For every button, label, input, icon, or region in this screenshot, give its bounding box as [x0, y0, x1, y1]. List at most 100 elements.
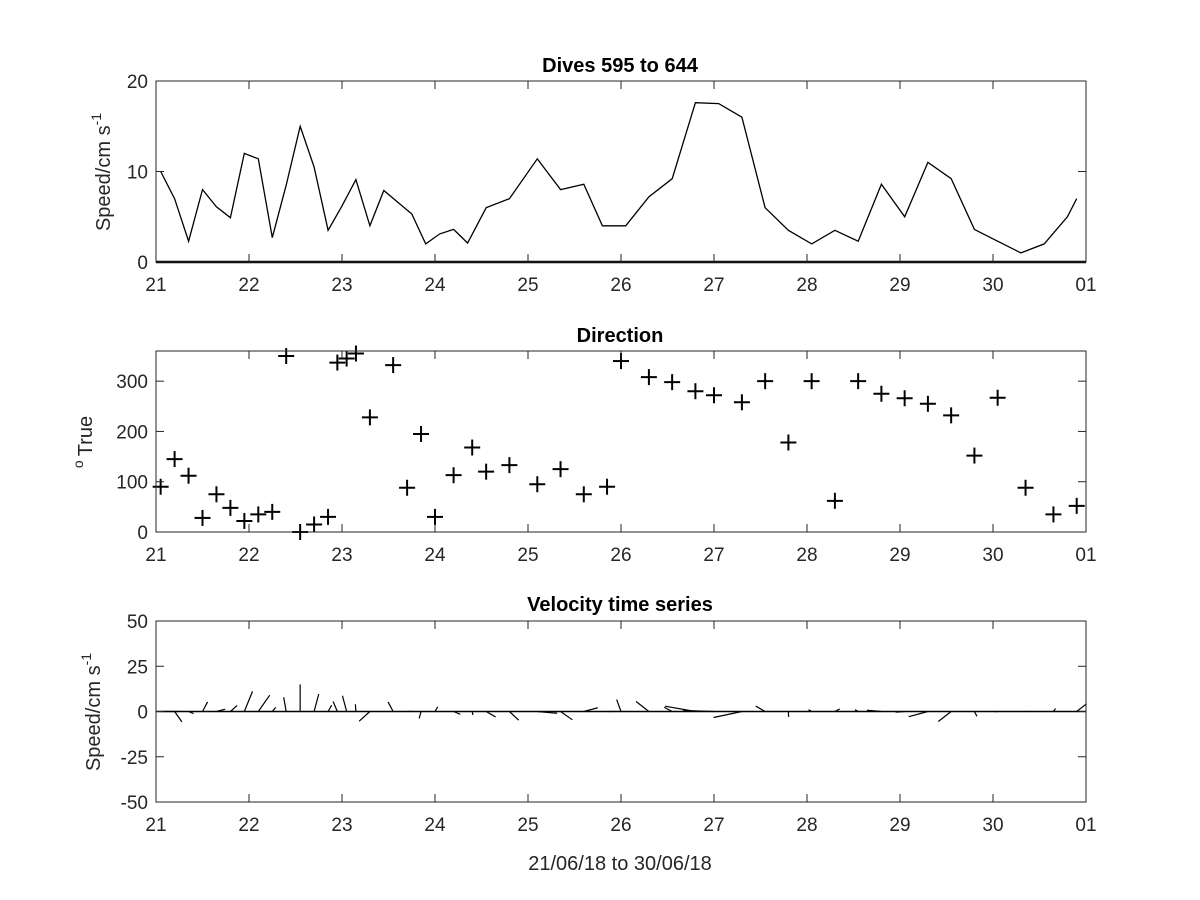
velocity-panel-y-tick-label: -50 [121, 793, 148, 814]
direction-panel-plus-marker [361, 409, 378, 426]
direction-panel-plus-marker [264, 503, 281, 520]
velocity-panel-velocity-stick [683, 709, 715, 713]
velocity-panel-velocity-stick [937, 711, 952, 723]
velocity-panel-velocity-stick [358, 711, 371, 722]
velocity-panel-velocity-stick [908, 710, 929, 718]
velocity-panel-velocity-stick [434, 706, 439, 712]
velocity-panel-velocity-stick [229, 704, 238, 712]
speed-panel-x-tick-label: 24 [424, 275, 446, 296]
direction-panel-x-tick-label: 27 [703, 545, 724, 566]
direction-panel-plus-marker [575, 486, 592, 503]
speed-panel-y-tick-label: 0 [137, 253, 148, 274]
velocity-panel-title: Velocity time series [527, 594, 713, 616]
velocity-panel-velocity-stick [341, 695, 348, 712]
velocity-panel-velocity-stick [583, 707, 598, 713]
direction-panel-y-tick-label: 200 [116, 422, 148, 443]
direction-panel-marks [152, 345, 1085, 540]
velocity-panel-axes: 21 22 23 24 25 26 27 28 29 30 01 -50 -25 0 25 50 [121, 612, 1097, 836]
direction-panel-plus-marker [413, 425, 430, 442]
velocity-panel-velocity-stick [243, 691, 254, 712]
velocity-panel-velocity-stick [332, 701, 338, 712]
speed-panel-y-tick-label: 10 [127, 163, 148, 184]
velocity-panel-x-tick-label: 25 [517, 815, 538, 836]
velocity-panel-velocity-stick [973, 711, 978, 717]
direction-panel-plus-marker [222, 499, 239, 516]
velocity-panel-x-tick-label: 30 [982, 815, 1003, 836]
velocity-panel-x-tick-label: 23 [331, 815, 352, 836]
speed-panel-x-tick-label: 27 [703, 275, 724, 296]
direction-panel-plus-marker [687, 383, 704, 400]
speed-panel-x-tick-label: 22 [238, 275, 259, 296]
direction-panel-plus-marker [599, 478, 616, 495]
speed-panel-x-tick-label: 28 [796, 275, 817, 296]
speed-panel: Dives 595 to 644 Speed/cm s-1 21 22 23 24 25… [88, 55, 1097, 296]
velocity-panel-velocity-stick [471, 711, 474, 716]
direction-panel-x-tick-label: 28 [796, 545, 817, 566]
velocity-panel-velocity-stick [560, 711, 573, 721]
direction-panel-plus-marker [478, 463, 495, 480]
velocity-panel-velocity-stick [485, 710, 496, 718]
direction-panel-plus-marker [236, 512, 253, 529]
velocity-panel-velocity-stick [418, 711, 422, 719]
velocity-panel-x-tick-label: 29 [889, 815, 910, 836]
x-axis-label: 21/06/18 to 30/06/18 [528, 853, 712, 875]
direction-panel-plus-marker [464, 439, 481, 456]
velocity-panel-velocity-stick [663, 706, 673, 713]
direction-panel-plus-marker [733, 394, 750, 411]
direction-panel-y-tick-label: 100 [116, 473, 148, 494]
velocity-panel-velocity-stick [387, 701, 394, 712]
velocity-panel-velocity-stick [1076, 703, 1088, 712]
direction-panel-x-tick-label: 25 [517, 545, 538, 566]
speed-panel-x-tick-label: 26 [610, 275, 631, 296]
velocity-panel-velocity-stick [616, 699, 622, 712]
direction-panel-plus-marker [180, 467, 197, 484]
direction-panel-plus-marker [385, 357, 402, 374]
velocity-panel-x-tick-label: 22 [238, 815, 259, 836]
speed-panel-x-tick-label: 25 [517, 275, 538, 296]
direction-panel-plus-marker [640, 369, 657, 386]
direction-panel-plus-marker [208, 486, 225, 503]
direction-panel-x-tick-label: 23 [331, 545, 352, 566]
direction-panel-plus-marker [427, 508, 443, 525]
velocity-panel-velocity-stick [174, 711, 183, 723]
velocity-panel-velocity-stick [271, 706, 277, 712]
velocity-panel-velocity-stick [216, 708, 226, 713]
velocity-panel-velocity-stick [188, 710, 194, 715]
velocity-panel-velocity-stick [866, 709, 882, 713]
direction-panel-title: Direction [577, 325, 664, 347]
speed-panel-ylabel: Speed/cm s-1 [88, 113, 115, 231]
velocity-panel-marks [156, 684, 1088, 723]
speed-panel-x-tick-label: 23 [331, 275, 352, 296]
direction-panel-plus-marker [664, 374, 681, 391]
speed-panel-y-tick-label: 20 [127, 72, 148, 93]
direction-panel-plus-marker [501, 457, 518, 474]
direction-panel-plus-marker [966, 447, 983, 464]
direction-panel-x-tick-label: 24 [424, 545, 446, 566]
direction-panel-plus-marker [757, 373, 774, 390]
direction-panel-plus-marker [166, 451, 183, 468]
direction-panel-plus-marker [347, 345, 364, 362]
direction-panel-plus-marker [826, 492, 843, 509]
direction-panel-x-tick-label: 30 [982, 545, 1003, 566]
direction-panel-plus-marker [445, 467, 462, 484]
velocity-panel-velocity-stick [354, 704, 357, 712]
velocity-panel-velocity-stick [257, 694, 271, 712]
direction-panel-plus-marker [329, 354, 346, 371]
velocity-panel-velocity-stick [537, 710, 558, 714]
speed-panel-x-tick-label: 29 [889, 275, 910, 296]
direction-panel-plus-marker [552, 461, 569, 478]
direction-panel-x-tick-label: 21 [145, 545, 166, 566]
velocity-panel-ylabel: Speed/cm s-1 [78, 653, 105, 771]
velocity-panel-y-tick-label: 25 [127, 657, 148, 678]
direction-panel-ylabel: oTrue [70, 416, 97, 468]
direction-panel-plus-marker [989, 389, 1006, 406]
speed-panel-x-tick-label: 01 [1075, 275, 1096, 296]
speed-panel-x-tick-label: 21 [145, 275, 166, 296]
direction-panel-plus-marker [250, 506, 267, 523]
velocity-panel-y-tick-label: -25 [121, 748, 148, 769]
direction-panel-plus-marker [780, 434, 797, 451]
velocity-panel-velocity-stick [895, 710, 905, 713]
direction-panel-plus-marker [706, 387, 722, 404]
velocity-panel-velocity-stick [327, 704, 333, 712]
direction-panel: Direction oTrue 21 22 23 24 25 26 27 28 29 30 01 0 1… [70, 325, 1097, 566]
